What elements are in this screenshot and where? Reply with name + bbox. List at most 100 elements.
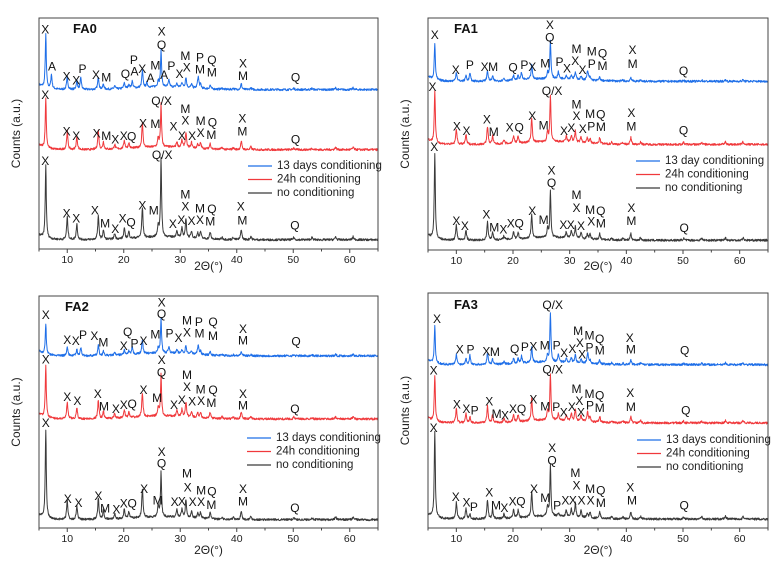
peak-label: X xyxy=(197,394,205,408)
peak-label: X xyxy=(140,383,148,397)
x-tick-label: 50 xyxy=(287,533,299,545)
peak-label: X xyxy=(452,214,460,228)
peak-label: M xyxy=(98,336,108,350)
legend-entry: 24h conditioning xyxy=(277,174,361,186)
peak-label: M xyxy=(100,216,110,230)
peak-label: X xyxy=(112,503,120,517)
peak-label: M xyxy=(585,203,595,217)
peak-label: P xyxy=(588,57,596,71)
peak-label: M xyxy=(587,45,597,59)
peak-label: X xyxy=(452,490,460,504)
peak-label: M xyxy=(150,327,160,341)
peak-label: X xyxy=(239,482,247,496)
peak-label: X xyxy=(183,326,191,340)
peak-label: X xyxy=(93,126,101,140)
peak-label: X xyxy=(197,126,205,140)
x-tick-label: 30 xyxy=(174,254,186,266)
peak-label: M xyxy=(598,59,608,73)
peak-label: Q xyxy=(157,365,166,379)
peak-label: Q xyxy=(679,124,688,138)
peak-label: X xyxy=(181,200,189,214)
peak-label: X xyxy=(197,495,205,509)
peak-label: Q xyxy=(208,115,217,129)
peak-label: X xyxy=(63,390,71,404)
peak-label: X xyxy=(158,25,166,39)
legend-entry: 13 day conditioning xyxy=(665,155,764,167)
peak-label: X xyxy=(138,199,146,213)
y-axis-label: Counts (a.u.) xyxy=(398,99,412,168)
legend-entry: no conditioning xyxy=(277,187,354,199)
peak-label: X xyxy=(530,482,538,496)
peak-label: X xyxy=(568,342,576,356)
peak-label: X xyxy=(430,364,438,378)
peak-label: M xyxy=(570,466,580,480)
peak-label: Q xyxy=(517,402,526,416)
peak-label: Q xyxy=(516,494,525,508)
x-tick-label: 30 xyxy=(564,533,576,545)
peak-label: X xyxy=(181,114,189,128)
peak-label: Q xyxy=(547,453,556,467)
peak-label: M xyxy=(182,368,192,382)
peak-label: X xyxy=(576,336,584,350)
peak-label: X xyxy=(569,493,577,507)
peak-label: X xyxy=(561,493,569,507)
peak-label: X xyxy=(196,213,204,227)
peak-label: A xyxy=(160,68,168,82)
peak-label: M xyxy=(585,387,595,401)
peak-label: P xyxy=(167,59,175,73)
peak-label: M xyxy=(196,484,206,498)
peak-label: X xyxy=(627,201,635,215)
legend-entry: 24h conditioning xyxy=(665,169,749,181)
peak-label: Q xyxy=(207,53,216,67)
peak-label: X xyxy=(139,116,147,130)
peak-label: Q xyxy=(208,383,217,397)
peak-label: X xyxy=(567,218,575,232)
peak-label: Q xyxy=(290,402,299,416)
peak-label: X xyxy=(42,416,50,430)
peak-label: Q/X xyxy=(152,148,173,162)
x-tick-label: 20 xyxy=(507,533,519,545)
peak-label: P xyxy=(195,315,203,329)
x-tick-label: 30 xyxy=(564,255,576,267)
peak-label: X xyxy=(189,495,197,509)
peak-label: X xyxy=(563,62,571,76)
peak-label: X xyxy=(188,214,196,228)
peak-label: X xyxy=(73,394,81,408)
x-tick-label: 60 xyxy=(344,533,356,545)
peak-label: Q xyxy=(157,38,166,52)
panel-title: FA1 xyxy=(454,21,478,36)
legend-entry: 13 days conditioning xyxy=(666,434,771,446)
peak-label: X xyxy=(171,495,179,509)
peak-label: X xyxy=(112,402,120,416)
peak-label: X xyxy=(463,124,471,138)
peak-label: Q xyxy=(596,108,605,122)
peak-label: M xyxy=(237,214,247,228)
peak-label: X xyxy=(120,497,128,511)
peak-label: X xyxy=(239,387,247,401)
peak-label: Q/X xyxy=(151,94,172,108)
peak-label: Q xyxy=(290,501,299,515)
peak-label: P xyxy=(586,399,594,413)
peak-label: P xyxy=(78,62,86,76)
peak-label: X xyxy=(560,405,568,419)
peak-label: Q xyxy=(128,397,137,411)
peak-label: X xyxy=(578,493,586,507)
peak-label: X xyxy=(178,129,186,143)
peak-label: X xyxy=(119,211,127,225)
peak-label: X xyxy=(158,445,166,459)
peak-label: X xyxy=(529,339,537,353)
peak-label: Q xyxy=(128,497,137,511)
peak-label: X xyxy=(239,322,247,336)
x-tick-label: 30 xyxy=(174,533,186,545)
peak-label: X xyxy=(177,213,185,227)
peak-label: X xyxy=(433,312,441,326)
peak-label: M xyxy=(194,326,204,340)
peak-label: M xyxy=(180,102,190,116)
peak-label: M xyxy=(595,401,605,415)
peak-label: M xyxy=(206,128,216,142)
peak-label: X xyxy=(572,109,580,123)
